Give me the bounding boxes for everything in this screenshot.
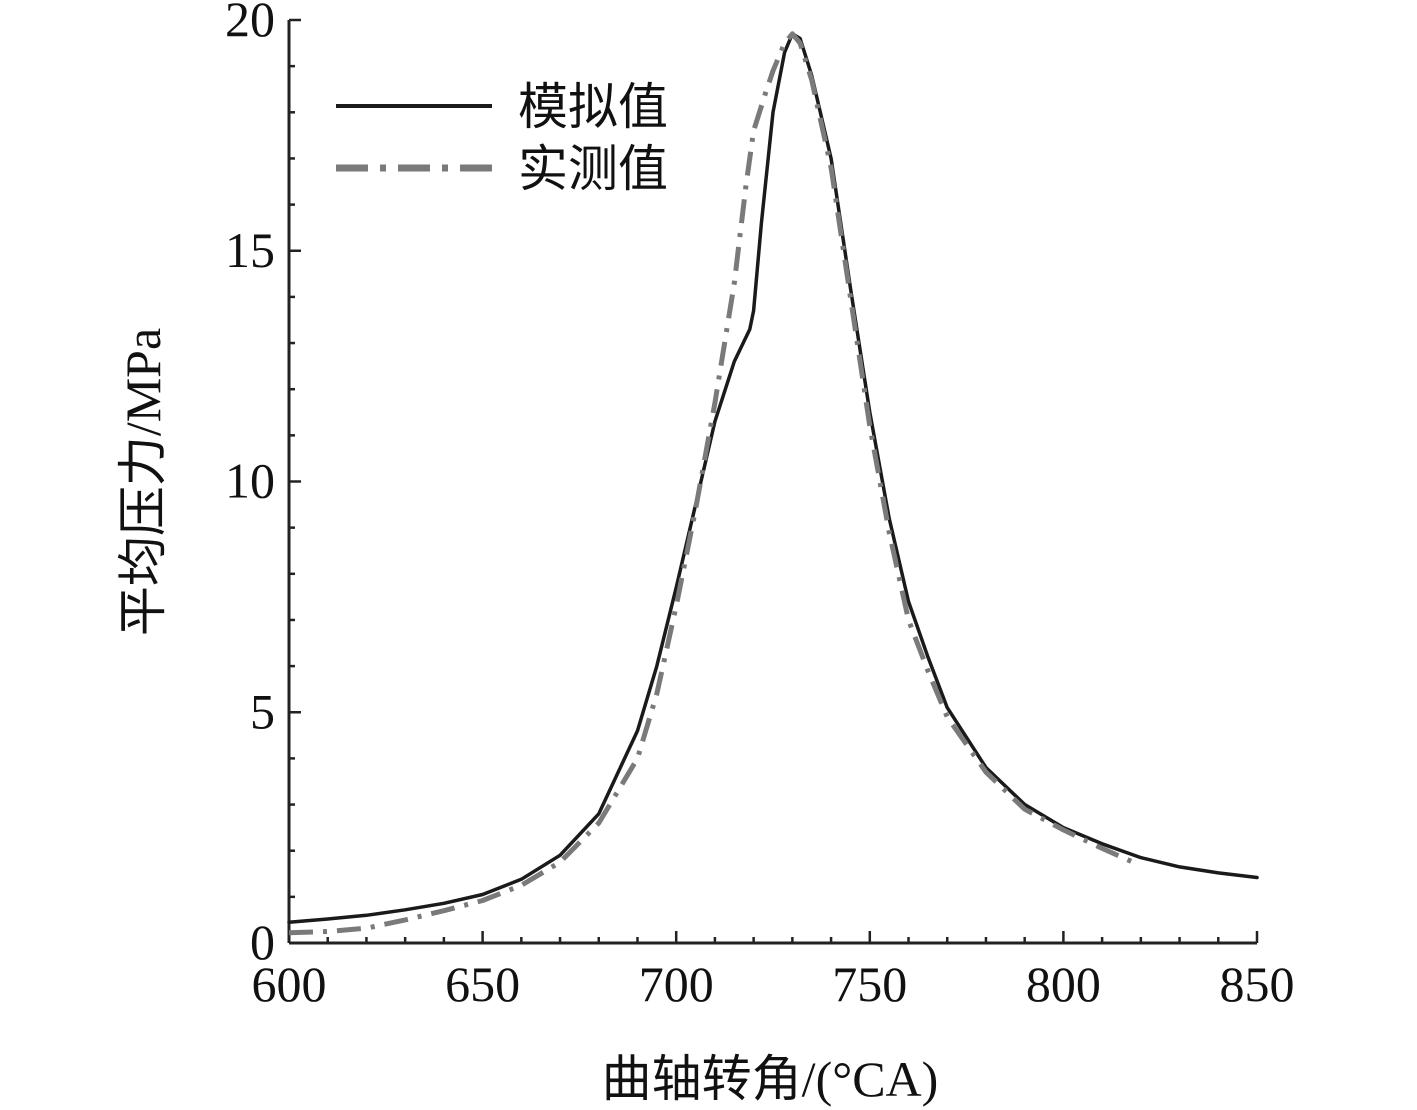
- x-tick-label: 800: [1026, 956, 1101, 1012]
- x-tick-label: 600: [252, 956, 327, 1012]
- x-tick-label: 750: [832, 956, 907, 1012]
- axes: [287, 20, 1257, 945]
- x-tick-label: 700: [639, 956, 714, 1012]
- x-tick-label: 850: [1220, 956, 1295, 1012]
- y-tick-label: 5: [250, 683, 275, 739]
- series-layer: [287, 31, 1259, 936]
- series-line-simulated: [287, 32, 1259, 924]
- axis-tick-labels: 0 5 10 15 20 600 650 700 750 800 850: [225, 0, 1295, 1012]
- legend-label-simulated: 模拟值: [518, 79, 668, 135]
- x-axis-title: 曲轴转角/(°CA): [602, 1051, 939, 1107]
- series-line-measured: [288, 31, 1135, 936]
- y-tick-label: 20: [225, 0, 275, 47]
- y-tick-label: 0: [250, 914, 275, 970]
- y-tick-label: 10: [225, 453, 275, 509]
- y-tick-label: 15: [225, 222, 275, 278]
- x-tick-label: 650: [445, 956, 520, 1012]
- legend-label-measured: 实测值: [518, 141, 668, 197]
- y-axis-title: 平均压力/MPa: [115, 328, 171, 636]
- axis-ticks: [287, 18, 1259, 945]
